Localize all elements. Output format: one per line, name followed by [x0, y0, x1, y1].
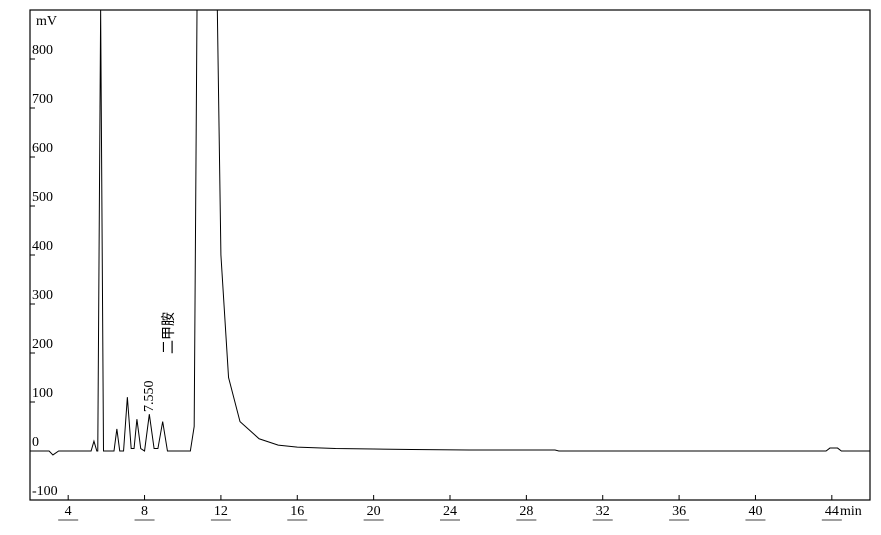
x-tick-label: 8: [130, 504, 160, 520]
y-tick-label: 700: [32, 92, 53, 108]
plot-frame: [30, 10, 870, 500]
chromatogram-plot: [0, 0, 881, 535]
x-tick-label: 4: [53, 504, 83, 520]
x-tick-label: 24: [435, 504, 465, 520]
y-tick-label: -100: [32, 484, 58, 500]
y-tick-label: 300: [32, 288, 53, 304]
x-tick-label: 28: [511, 504, 541, 520]
x-axis-unit-label: min: [840, 504, 862, 520]
y-tick-label: 100: [32, 386, 53, 402]
peak-rt-label: 7.550: [142, 381, 158, 413]
x-tick-label: 32: [588, 504, 618, 520]
y-tick-label: 200: [32, 337, 53, 353]
x-tick-label: 20: [359, 504, 389, 520]
y-tick-label: 800: [32, 43, 53, 59]
y-tick-label: 0: [32, 435, 39, 451]
x-tick-label: 40: [740, 504, 770, 520]
x-tick-label: 12: [206, 504, 236, 520]
x-tick-label: 16: [282, 504, 312, 520]
y-tick-label: 500: [32, 190, 53, 206]
peak-name-label: 二甲胺: [158, 312, 178, 354]
y-axis-unit-label: mV: [36, 14, 57, 30]
y-tick-label: 400: [32, 239, 53, 255]
y-tick-label: 600: [32, 141, 53, 157]
x-tick-label: 36: [664, 504, 694, 520]
